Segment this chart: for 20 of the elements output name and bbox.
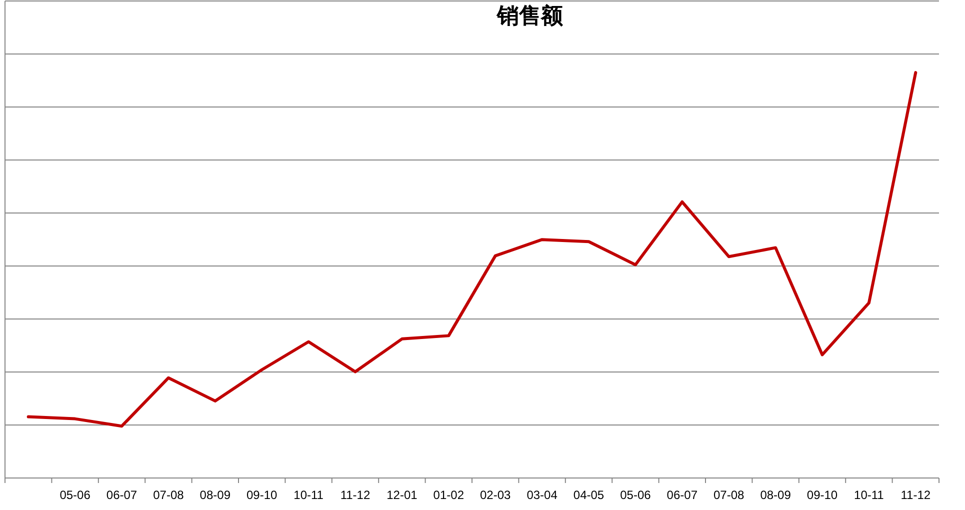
x-tick-label: 08-09 (760, 488, 792, 502)
x-tick-label: 11-12 (340, 488, 370, 502)
x-tick-label: 06-07 (666, 488, 698, 502)
x-tick-label: 09-10 (806, 488, 838, 502)
x-tick-label: 05-06 (620, 488, 652, 502)
x-tick-label: 05-06 (60, 488, 91, 502)
chart-title: 销售额 (496, 3, 564, 28)
x-tick-label: 06-07 (106, 488, 138, 502)
x-tick-label: 11-12 (900, 488, 931, 502)
x-tick-label: 10-11 (294, 488, 324, 502)
x-tick-label: 07-08 (714, 488, 745, 502)
x-tick-label: 12-01 (386, 488, 418, 502)
x-tick-label: 02-03 (480, 488, 512, 502)
x-tick-label: 01-02 (433, 488, 464, 502)
x-tick-label: 03-04 (526, 488, 558, 502)
x-tick-label: 09-10 (246, 488, 278, 502)
x-tick-label: 07-08 (153, 488, 184, 502)
x-tick-label: 04-05 (573, 488, 604, 502)
x-tick-label: 10-11 (854, 488, 884, 502)
x-tick-label: 08-09 (200, 488, 231, 502)
